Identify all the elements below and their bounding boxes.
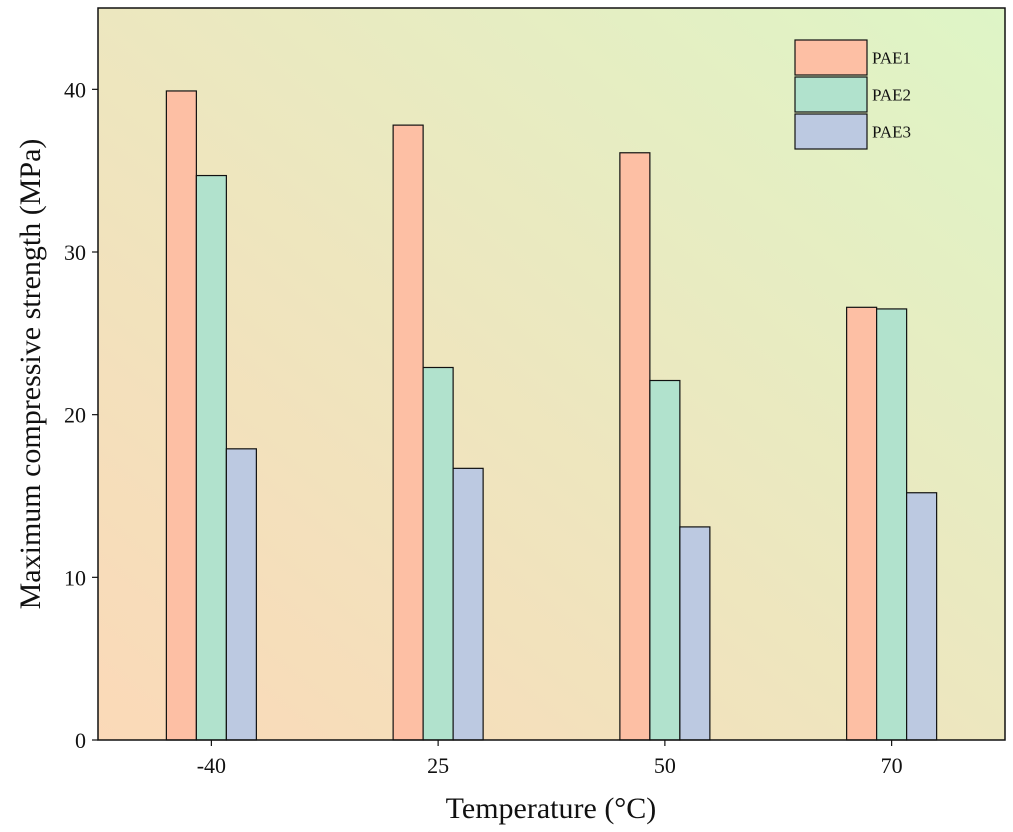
plot-frame (97, 7, 1006, 741)
x-tick-label: 50 (654, 753, 676, 778)
bar-pae3--40 (225, 448, 257, 741)
y-axis-title: Maximum compressive strength (MPa) (14, 139, 47, 610)
y-tick-label: 10 (64, 565, 86, 590)
bar-pae1-70 (846, 306, 878, 741)
legend-label-pae3: PAE3 (872, 123, 911, 142)
legend-swatch-pae1 (794, 39, 868, 76)
bar-pae3-50 (679, 526, 711, 741)
bar-pae2--40 (195, 174, 227, 741)
bar-pae1-50 (619, 152, 651, 741)
legend-label-pae1: PAE1 (872, 49, 911, 68)
bar-pae1-25 (392, 124, 424, 741)
bar-pae2-50 (649, 379, 681, 741)
x-tick-label: 70 (881, 753, 903, 778)
bar-pae3-70 (906, 492, 938, 741)
x-tick-label: 25 (427, 753, 449, 778)
legend-label-pae2: PAE2 (872, 86, 911, 105)
y-tick-label: 30 (64, 240, 86, 265)
legend-swatch-pae3 (794, 113, 868, 150)
bar-pae2-25 (422, 366, 454, 741)
y-tick-label: 20 (64, 403, 86, 428)
y-tick-label: 0 (75, 728, 86, 753)
bar-pae3-25 (452, 467, 484, 741)
y-tick-label: 40 (64, 77, 86, 102)
x-tick-label: -40 (197, 753, 226, 778)
legend-swatch-pae2 (794, 76, 868, 113)
bar-pae2-70 (876, 308, 908, 741)
bar-pae1--40 (165, 90, 197, 741)
x-axis-title: Temperature (°C) (446, 792, 657, 825)
